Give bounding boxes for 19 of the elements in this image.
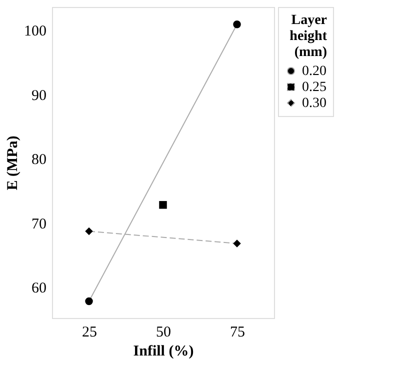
x-tick-label: 50 <box>156 324 171 340</box>
y-tick-label: 60 <box>32 280 46 297</box>
legend-label: 0.20 <box>302 64 326 79</box>
x-tick-label: 75 <box>230 324 245 340</box>
point <box>85 297 93 306</box>
x-tick-label: 25 <box>82 324 97 340</box>
y-tick-label: 80 <box>32 152 46 168</box>
y-tick-label: 70 <box>32 216 46 232</box>
y-axis-title: E (MPa) <box>5 136 21 190</box>
point <box>233 240 241 248</box>
legend-label: 0.30 <box>302 96 326 111</box>
legend-title: Layer height (mm) <box>290 13 328 60</box>
y-tick-label: 100 <box>24 24 46 40</box>
point <box>159 201 167 209</box>
point <box>85 227 93 236</box>
legend-label: 0.25 <box>302 80 326 95</box>
y-tick-label: 90 <box>32 88 46 104</box>
x-axis-title: Infill (%) <box>133 344 194 360</box>
point <box>233 20 241 28</box>
